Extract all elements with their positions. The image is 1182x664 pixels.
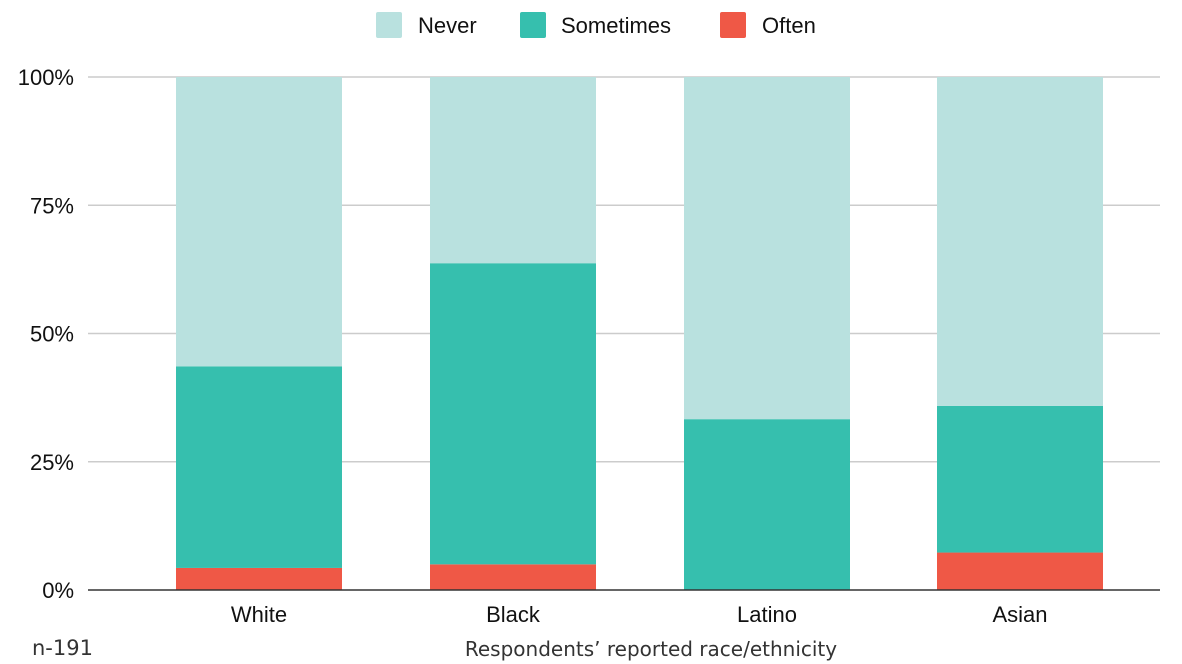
legend: Never Sometimes Often [376,12,816,38]
legend-label-often: Often [762,13,816,38]
bar-often-asian [937,552,1103,590]
y-tick-label: 25% [30,450,74,475]
legend-label-never: Never [418,13,477,38]
x-tick-label: Latino [737,602,797,627]
bar-often-white [176,567,342,590]
legend-swatch-never [376,12,402,38]
y-tick-label: 75% [30,193,74,218]
y-tick-label: 50% [30,322,74,347]
y-tick-label: 0% [42,578,74,603]
legend-swatch-sometimes [520,12,546,38]
bar-never-white [176,77,342,367]
bar-never-latino [684,77,850,420]
x-tick-label: White [231,602,287,627]
bar-sometimes-asian [937,405,1103,553]
bar-sometimes-black [430,263,596,565]
bar-never-black [430,77,596,264]
y-axis-ticks: 0% 25% 50% 75% 100% [18,65,74,603]
bar-often-black [430,564,596,590]
legend-label-sometimes: Sometimes [561,13,671,38]
sample-size-note: n-191 [32,636,93,660]
bar-sometimes-white [176,366,342,568]
legend-swatch-often [720,12,746,38]
x-axis-ticks: White Black Latino Asian [231,602,1048,627]
x-axis-title: Respondents’ reported race/ethnicity [464,637,838,661]
y-tick-label: 100% [18,65,74,90]
bars [176,77,1103,590]
bar-never-asian [937,77,1103,406]
bar-sometimes-latino [684,419,850,590]
x-tick-label: Asian [992,602,1047,627]
x-tick-label: Black [486,602,541,627]
